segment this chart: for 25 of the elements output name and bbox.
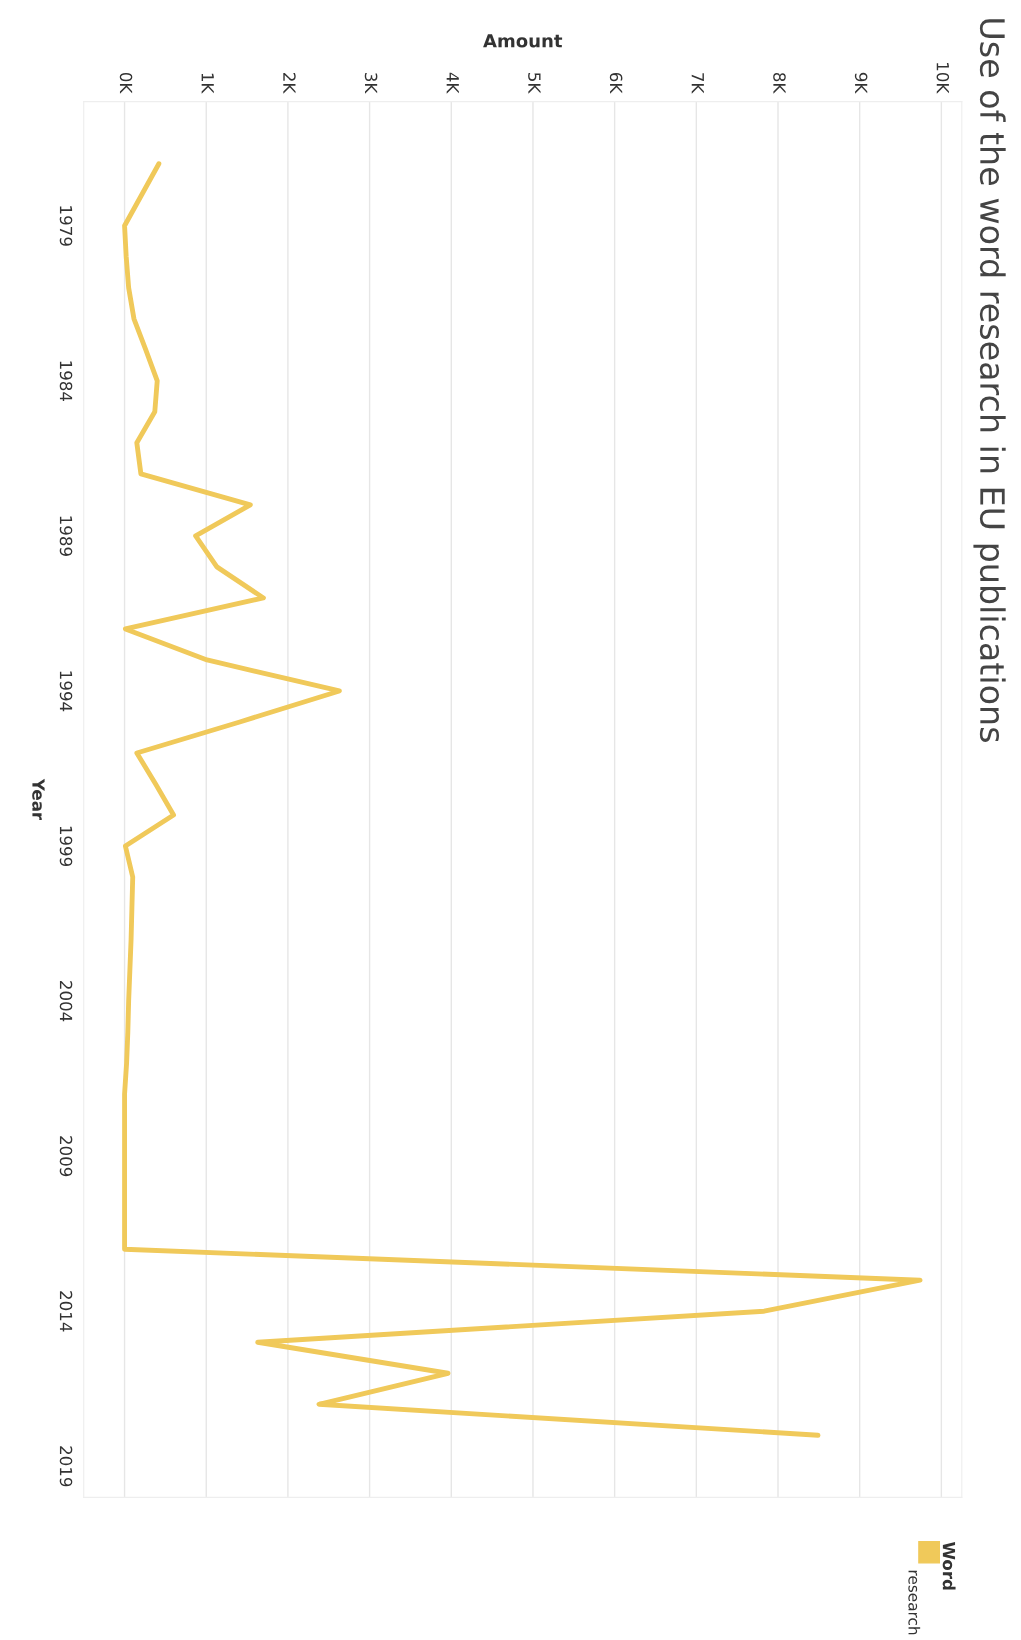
y-tick-label: 2004: [59, 981, 73, 1022]
y-tick-label: 2014: [59, 1291, 73, 1332]
x-tick-label: 0K: [119, 72, 133, 94]
x-tick-label: 4K: [446, 72, 459, 94]
y-tick-label: 2009: [59, 1136, 73, 1177]
x-tick-label: 2K: [283, 73, 296, 94]
x-tick-label: 6K: [609, 72, 623, 94]
text: Use of the word research in EU publications: [973, 19, 1006, 742]
legend-title: Word: [942, 1542, 956, 1590]
x-tick-label: 1K: [201, 73, 214, 94]
y-tick-label: 2019: [59, 1446, 73, 1487]
x-tick-label: 7K: [691, 73, 704, 94]
x-tick-label: 5K: [528, 73, 541, 94]
x-tick-label: 9K: [854, 72, 868, 94]
y-tick-label: 1999: [59, 826, 73, 867]
y-axis-title: Year: [32, 778, 45, 821]
x-axis-title: Amount: [483, 34, 563, 48]
y-tick-label: 1984: [59, 361, 73, 402]
x-tick-label: 10K: [936, 63, 950, 94]
legend-label: research: [908, 1570, 921, 1635]
x-tick-label: 8K: [773, 72, 786, 94]
y-tick-label: 1979: [59, 206, 73, 246]
y-tick-label: 1994: [59, 671, 73, 712]
y-tick-label: 1989: [59, 516, 73, 556]
x-tick-label: 3K: [364, 73, 378, 94]
